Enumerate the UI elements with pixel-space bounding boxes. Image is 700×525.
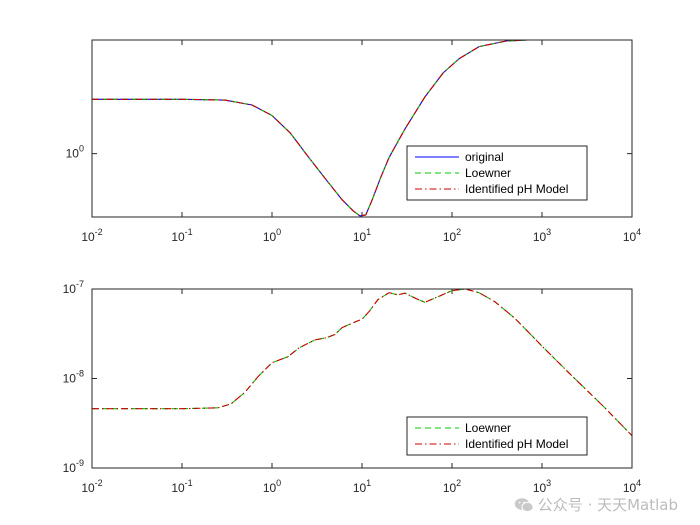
legend: Loewner Identified pH Model xyxy=(406,416,588,456)
y-tick-label-exp: -9 xyxy=(76,458,84,468)
wechat-icon xyxy=(514,497,534,512)
legend-label: Loewner xyxy=(465,421,511,435)
watermark: 公众号 · 天天Matlab xyxy=(514,494,678,515)
x-tick-label: 103 xyxy=(533,227,551,244)
y-tick-label-base: 10 xyxy=(63,282,77,296)
x-tick-label-exp: 4 xyxy=(636,478,641,488)
x-tick-label-base: 10 xyxy=(533,230,547,244)
x-tick-label-exp: -1 xyxy=(185,478,193,488)
y-tick-label-base: 10 xyxy=(63,372,77,386)
series-line-3 xyxy=(92,40,632,217)
x-tick-label: 100 xyxy=(263,227,281,244)
series-group xyxy=(92,40,632,217)
y-tick-label-base: 10 xyxy=(66,147,80,161)
legend: original Loewner Identified pH Model xyxy=(406,145,588,201)
x-tick-label-exp: 0 xyxy=(276,478,281,488)
x-tick-label-base: 10 xyxy=(353,481,367,495)
x-tick-label-exp: 3 xyxy=(546,478,551,488)
x-tick-label: 101 xyxy=(353,478,371,495)
x-tick-label-base: 10 xyxy=(171,481,185,495)
y-tick-label-exp: -7 xyxy=(76,279,84,289)
y-tick-label-base: 10 xyxy=(63,461,77,475)
axes-box xyxy=(91,39,633,218)
x-tick-label: 10-1 xyxy=(171,478,192,495)
x-tick-label: 102 xyxy=(443,227,461,244)
x-tick-label: 103 xyxy=(533,478,551,495)
y-tick-label: 10-7 xyxy=(63,279,84,296)
x-tick-label: 101 xyxy=(353,227,371,244)
axes-box xyxy=(91,288,633,469)
axes-1: 10-2 10-1 100 101 102 103 104100originalLoewne… xyxy=(66,39,641,244)
y-tick-label: 10-9 xyxy=(63,458,84,475)
y-tick-label-exp: -8 xyxy=(76,369,84,379)
x-tick-label-exp: 0 xyxy=(276,227,281,237)
x-tick-label-base: 10 xyxy=(353,230,367,244)
x-tick-label-exp: 3 xyxy=(546,227,551,237)
x-tick-label: 104 xyxy=(623,478,641,495)
x-tick-label-exp: -1 xyxy=(185,227,193,237)
x-tick-label-exp: -2 xyxy=(95,227,103,237)
x-tick-label-base: 10 xyxy=(263,481,277,495)
x-tick-label: 100 xyxy=(263,478,281,495)
legend-label: Identified pH Model xyxy=(465,437,568,451)
x-tick-label-exp: 1 xyxy=(366,478,371,488)
x-tick-label-exp: 1 xyxy=(366,227,371,237)
watermark-text: 公众号 · 天天Matlab xyxy=(537,496,678,514)
x-tick-label-base: 10 xyxy=(171,230,185,244)
legend-label: Loewner xyxy=(465,166,511,180)
x-tick-label-base: 10 xyxy=(623,230,637,244)
x-tick-label-exp: 2 xyxy=(456,478,461,488)
axes-2: 10-2 10-1 100 101 102 103 10410-910-810-7Loewn… xyxy=(63,279,642,495)
legend-box xyxy=(406,416,588,456)
x-tick-label-exp: -2 xyxy=(95,478,103,488)
legend-label: Identified pH Model xyxy=(465,182,568,196)
legend-label: original xyxy=(465,150,504,164)
x-tick-label-base: 10 xyxy=(443,481,457,495)
x-tick-label-base: 10 xyxy=(623,481,637,495)
x-tick-label: 104 xyxy=(623,227,641,244)
series-group xyxy=(92,289,632,437)
x-tick-label-exp: 2 xyxy=(456,227,461,237)
x-tick-label: 102 xyxy=(443,478,461,495)
series-line-1 xyxy=(92,289,632,437)
x-tick-label: 10-2 xyxy=(81,478,102,495)
x-tick-label: 10-2 xyxy=(81,227,102,244)
x-tick-label-base: 10 xyxy=(443,230,457,244)
x-tick-label-base: 10 xyxy=(81,230,95,244)
y-tick-label-exp: 0 xyxy=(79,144,84,154)
x-tick-label-base: 10 xyxy=(81,481,95,495)
y-tick-label: 10-8 xyxy=(63,369,84,386)
series-line-2 xyxy=(92,40,632,217)
x-tick-label-exp: 4 xyxy=(636,227,641,237)
x-tick-label: 10-1 xyxy=(171,227,192,244)
x-tick-label-base: 10 xyxy=(533,481,547,495)
y-tick-label: 100 xyxy=(66,144,84,161)
x-tick-label-base: 10 xyxy=(263,230,277,244)
